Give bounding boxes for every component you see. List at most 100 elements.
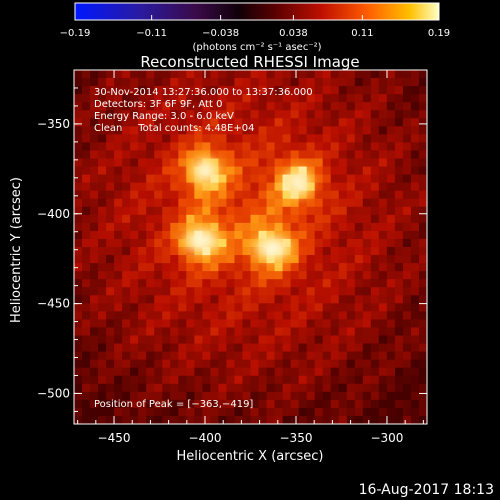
heatmap-cell [74,383,83,393]
heatmap-cell [82,174,91,184]
heatmap-cell [82,94,91,103]
heatmap-cell [386,110,396,119]
heatmap-cell [130,311,139,321]
heatmap-cell [354,407,364,417]
heatmap-cell [250,407,260,417]
heatmap-cell [402,367,412,377]
annotation-energy: Energy Range: 3.0 - 6.0 keV [94,111,234,122]
heatmap-cell [170,238,179,248]
heatmap-cell [154,182,163,192]
heatmap-cell [314,86,324,95]
heatmap-cell [162,158,171,168]
heatmap-cell [234,383,244,393]
heatmap-cell [194,190,203,200]
heatmap-cell [306,86,316,95]
heatmap-cell [282,70,292,79]
heatmap-cell [402,150,412,160]
heatmap-cell [218,142,228,152]
heatmap-cell [242,375,252,385]
heatmap-cell [274,110,284,119]
heatmap-cell [354,190,364,200]
heatmap-cell [330,150,340,160]
heatmap-cell [370,367,380,377]
heatmap-cell [394,359,404,369]
heatmap-cell [130,94,139,103]
heatmap-cell [130,391,139,401]
heatmap-cell [130,86,139,95]
heatmap-cell [370,383,380,393]
heatmap-cell [98,303,107,312]
heatmap-cell [106,279,115,288]
heatmap-cell [250,206,260,216]
heatmap-cell [314,150,324,160]
heatmap-cell [378,214,388,224]
heatmap-cell [306,255,316,264]
heatmap-cell [114,287,123,296]
heatmap-cell [378,303,388,312]
heatmap-cell [138,238,147,248]
heatmap-cell [386,295,396,304]
heatmap-cell [146,78,155,87]
heatmap-cell [106,367,115,377]
heatmap-cell [290,383,300,393]
heatmap-cell [378,94,388,103]
heatmap-cell [138,206,147,216]
heatmap-cell [410,86,420,95]
heatmap-cell [98,182,107,192]
heatmap-cell [138,383,147,393]
heatmap-cell [186,415,195,424]
heatmap-cell [106,287,115,296]
heatmap-cell [218,359,228,369]
peak-position-label: Position of Peak = [−363,−419] [94,399,253,410]
heatmap-cell [258,230,268,240]
heatmap-cell [130,158,139,168]
heatmap-cell [162,78,171,87]
heatmap-cell [362,287,372,296]
heatmap-cell [210,78,220,87]
heatmap-cell [378,166,388,176]
heatmap-cell [146,279,155,288]
heatmap-cell [298,415,308,424]
heatmap-cell [346,375,356,385]
heatmap-cell [170,198,179,208]
heatmap-cell [330,399,340,409]
heatmap-cell [338,166,348,176]
heatmap-cell [362,311,372,321]
heatmap-cell [186,190,195,200]
heatmap-cell [130,110,139,119]
heatmap-cell [162,343,171,353]
heatmap-cell [394,182,404,192]
heatmap-cell [162,351,171,361]
heatmap-cell [394,102,404,111]
heatmap-cell [330,142,340,152]
heatmap-cell [242,174,252,184]
heatmap-cell [114,94,123,103]
heatmap-cell [298,94,308,103]
heatmap-cell [162,287,171,296]
heatmap-cell [242,126,252,135]
heatmap-cell [386,287,396,296]
heatmap-cell [290,214,300,224]
heatmap-cell [338,174,348,184]
heatmap-cell [258,190,268,200]
heatmap-cell [370,110,380,119]
heatmap-cell [386,190,396,200]
heatmap-cell [218,182,228,192]
heatmap-cell [234,70,244,79]
heatmap-cell [170,142,179,152]
heatmap-cell [202,391,211,401]
heatmap-cell [122,319,131,329]
heatmap-cell [178,335,187,345]
heatmap-cell [210,407,220,417]
heatmap-cell [170,214,179,224]
heatmap-cell [234,359,244,369]
heatmap-cell [282,351,292,361]
heatmap-cell [154,255,163,264]
heatmap-cell [226,150,236,160]
heatmap-cell [218,150,228,160]
heatmap-cell [282,110,292,119]
heatmap-cell [394,343,404,353]
heatmap-cell [258,206,268,216]
heatmap-cell [234,295,244,304]
heatmap-cell [290,367,300,377]
